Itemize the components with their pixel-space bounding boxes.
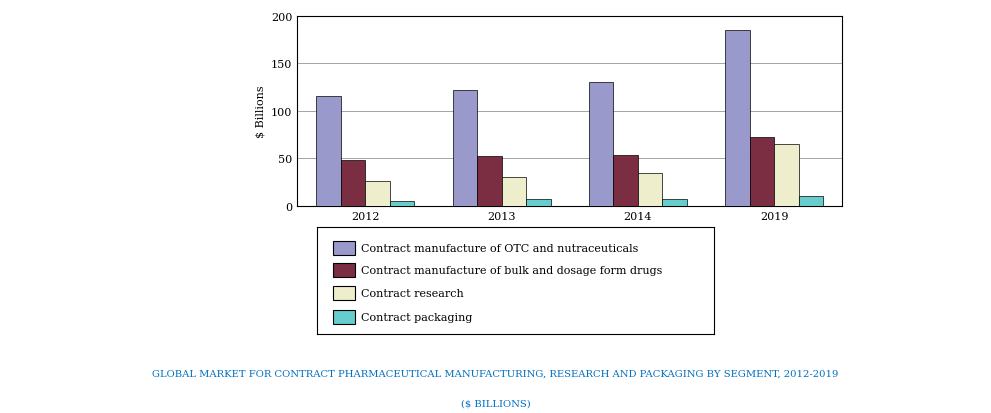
Bar — [316, 97, 341, 206]
Text: ($ BILLIONS): ($ BILLIONS) — [461, 398, 530, 407]
Y-axis label: $ Billions: $ Billions — [256, 85, 266, 138]
Text: Contract manufacture of OTC and nutraceuticals: Contract manufacture of OTC and nutraceu… — [361, 244, 638, 254]
Bar — [613, 155, 638, 206]
Bar — [478, 157, 501, 206]
Bar — [341, 161, 366, 206]
Text: GLOBAL MARKET FOR CONTRACT PHARMACEUTICAL MANUFACTURING, RESEARCH AND PACKAGING : GLOBAL MARKET FOR CONTRACT PHARMACEUTICA… — [153, 369, 838, 378]
Bar — [366, 182, 390, 206]
FancyBboxPatch shape — [333, 242, 355, 256]
Bar — [638, 173, 663, 206]
Bar — [390, 202, 414, 206]
Bar — [663, 200, 687, 206]
Text: Contract packaging: Contract packaging — [361, 312, 472, 322]
FancyBboxPatch shape — [333, 287, 355, 301]
FancyBboxPatch shape — [333, 263, 355, 277]
Bar — [799, 197, 824, 206]
Bar — [453, 90, 478, 206]
Bar — [750, 138, 774, 206]
Text: Contract manufacture of bulk and dosage form drugs: Contract manufacture of bulk and dosage … — [361, 265, 662, 275]
Bar — [774, 145, 799, 206]
Bar — [501, 178, 526, 206]
Bar — [725, 31, 750, 206]
Text: Contract research: Contract research — [361, 289, 464, 299]
FancyBboxPatch shape — [333, 311, 355, 324]
Bar — [526, 200, 551, 206]
Bar — [589, 83, 613, 206]
